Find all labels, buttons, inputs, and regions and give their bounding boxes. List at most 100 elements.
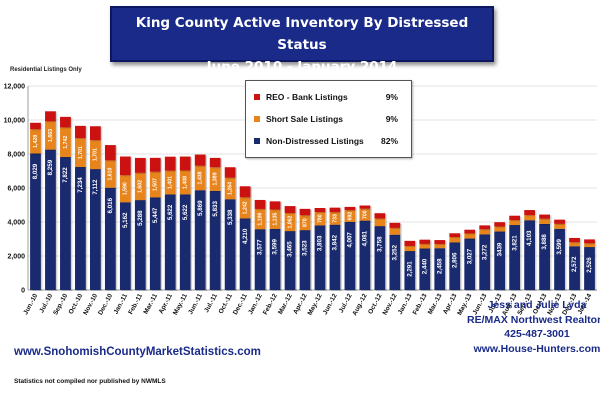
bar-label-non: 4,007 xyxy=(347,232,354,248)
bar-label-short: 1,701 xyxy=(93,148,99,161)
legend-label-non: Non-Distressed Listings xyxy=(266,136,364,146)
bar-non xyxy=(194,190,206,290)
bar-reo xyxy=(209,157,221,168)
y-tick-label: 12,000 xyxy=(4,84,26,91)
x-tick-label: Jul.-11 xyxy=(203,292,219,313)
bar-label-short: 1,190 xyxy=(257,212,263,225)
x-tick-label: Jun.-12 xyxy=(322,292,339,316)
bar-label-non: 2,572 xyxy=(571,256,578,272)
bar-short xyxy=(584,243,595,248)
bar-reo xyxy=(359,205,371,209)
bar-reo xyxy=(419,239,431,244)
contact-name: Jess and Julie Lyda xyxy=(487,299,587,311)
bar-label-non: 4,103 xyxy=(526,230,533,246)
bar-short xyxy=(119,175,131,203)
bar-short xyxy=(419,243,431,249)
bar-short xyxy=(539,218,550,224)
bar-non xyxy=(509,225,521,290)
y-tick-label: 4,000 xyxy=(7,220,25,227)
bar-reo xyxy=(149,157,161,172)
bar-label-non: 5,288 xyxy=(137,210,144,226)
y-tick-label: 10,000 xyxy=(4,118,26,125)
bar-short xyxy=(569,242,580,247)
legend-pct-non: 82% xyxy=(380,136,398,146)
bar-non xyxy=(164,194,176,290)
bar-reo xyxy=(269,201,281,210)
bar-short xyxy=(329,212,341,225)
chart-subtitle: June 2010 - January 2014 xyxy=(206,59,398,75)
bar-reo xyxy=(224,167,236,178)
bar-label-non: 7,822 xyxy=(62,167,69,183)
bar-non xyxy=(584,247,595,290)
contact-block: Jess and Julie Lyda RE/MAX Northwest Rea… xyxy=(452,298,600,356)
bar-reo xyxy=(239,186,251,198)
bar-label-short: 733 xyxy=(332,214,338,223)
chart-title: King County Active Inventory By Distress… xyxy=(135,15,469,53)
bar-label-short: 1,135 xyxy=(272,213,278,226)
bar-reo xyxy=(389,222,401,228)
bar-non xyxy=(479,234,491,290)
bar-reo xyxy=(569,237,580,243)
bar-short xyxy=(314,212,326,226)
bar-short xyxy=(554,223,565,229)
bar-short xyxy=(479,229,491,235)
bar-label-non: 2,526 xyxy=(586,257,593,273)
bar-non xyxy=(75,167,86,290)
bar-label-short: 1,663 xyxy=(48,129,54,142)
bar-short xyxy=(149,171,161,198)
legend-label-short: Short Sale Listings xyxy=(266,114,343,124)
bar-label-non: 3,252 xyxy=(391,244,398,260)
legend-swatch-non xyxy=(254,137,260,144)
legend: REO - Bank Listings 9% Short Sale Listin… xyxy=(245,80,412,158)
bar-reo xyxy=(299,208,311,216)
bar-reo xyxy=(134,157,146,173)
bar-label-short: 692 xyxy=(347,212,353,221)
bar-label-non: 5,869 xyxy=(197,200,204,216)
bar-label-short: 1,742 xyxy=(63,136,69,149)
bar-label-non: 4,210 xyxy=(242,228,249,244)
bar-non xyxy=(449,242,461,290)
bar-reo xyxy=(509,215,521,221)
bar-label-short: 1,389 xyxy=(213,172,219,185)
bar-label-non: 5,622 xyxy=(182,204,189,220)
legend-item-short: Short Sale Listings 9% xyxy=(254,112,404,126)
bar-non xyxy=(554,228,565,290)
bar-label-non: 2,291 xyxy=(406,261,413,277)
x-tick-label: Jul.-10 xyxy=(38,292,54,314)
bar-reo xyxy=(254,199,266,209)
bar-short xyxy=(209,167,221,191)
y-axis-caption: Residential Listings Only xyxy=(10,67,82,73)
bar-short xyxy=(254,208,266,230)
bar-reo xyxy=(60,116,71,128)
bar-short xyxy=(45,121,56,150)
bar-label-non: 3,465 xyxy=(287,241,294,257)
bar-reo xyxy=(449,233,461,238)
bar-reo xyxy=(434,240,446,244)
bar-label-non: 2,458 xyxy=(436,258,443,274)
bar-label-non: 5,162 xyxy=(122,212,129,228)
bar-label-non: 5,622 xyxy=(167,204,174,220)
bar-short xyxy=(359,208,371,221)
bar-reo xyxy=(30,122,41,130)
bar-non xyxy=(239,218,251,290)
contact-website[interactable]: www.House-Hunters.com xyxy=(473,342,600,355)
bar-label-non: 5,447 xyxy=(152,207,159,223)
bar-non xyxy=(434,248,446,290)
bar-short xyxy=(434,243,446,249)
bar-label-non: 2,806 xyxy=(451,252,458,268)
x-tick-label: Jun.-11 xyxy=(187,292,204,315)
legend-label-reo: REO - Bank Listings xyxy=(266,92,348,102)
bar-short xyxy=(404,245,416,252)
bar-label-non: 3,821 xyxy=(511,235,518,251)
bar-short xyxy=(224,177,236,200)
bar-short xyxy=(509,220,521,226)
footer-website-link[interactable]: www.SnohomishCountyMarketStatistics.com xyxy=(14,346,261,358)
bar-non xyxy=(254,229,266,290)
bar-reo xyxy=(104,145,116,161)
bar-non xyxy=(314,225,326,290)
bar-reo xyxy=(344,206,356,211)
bar-label-non: 3,272 xyxy=(481,244,488,260)
bar-non xyxy=(404,251,416,290)
bar-short xyxy=(194,165,206,191)
